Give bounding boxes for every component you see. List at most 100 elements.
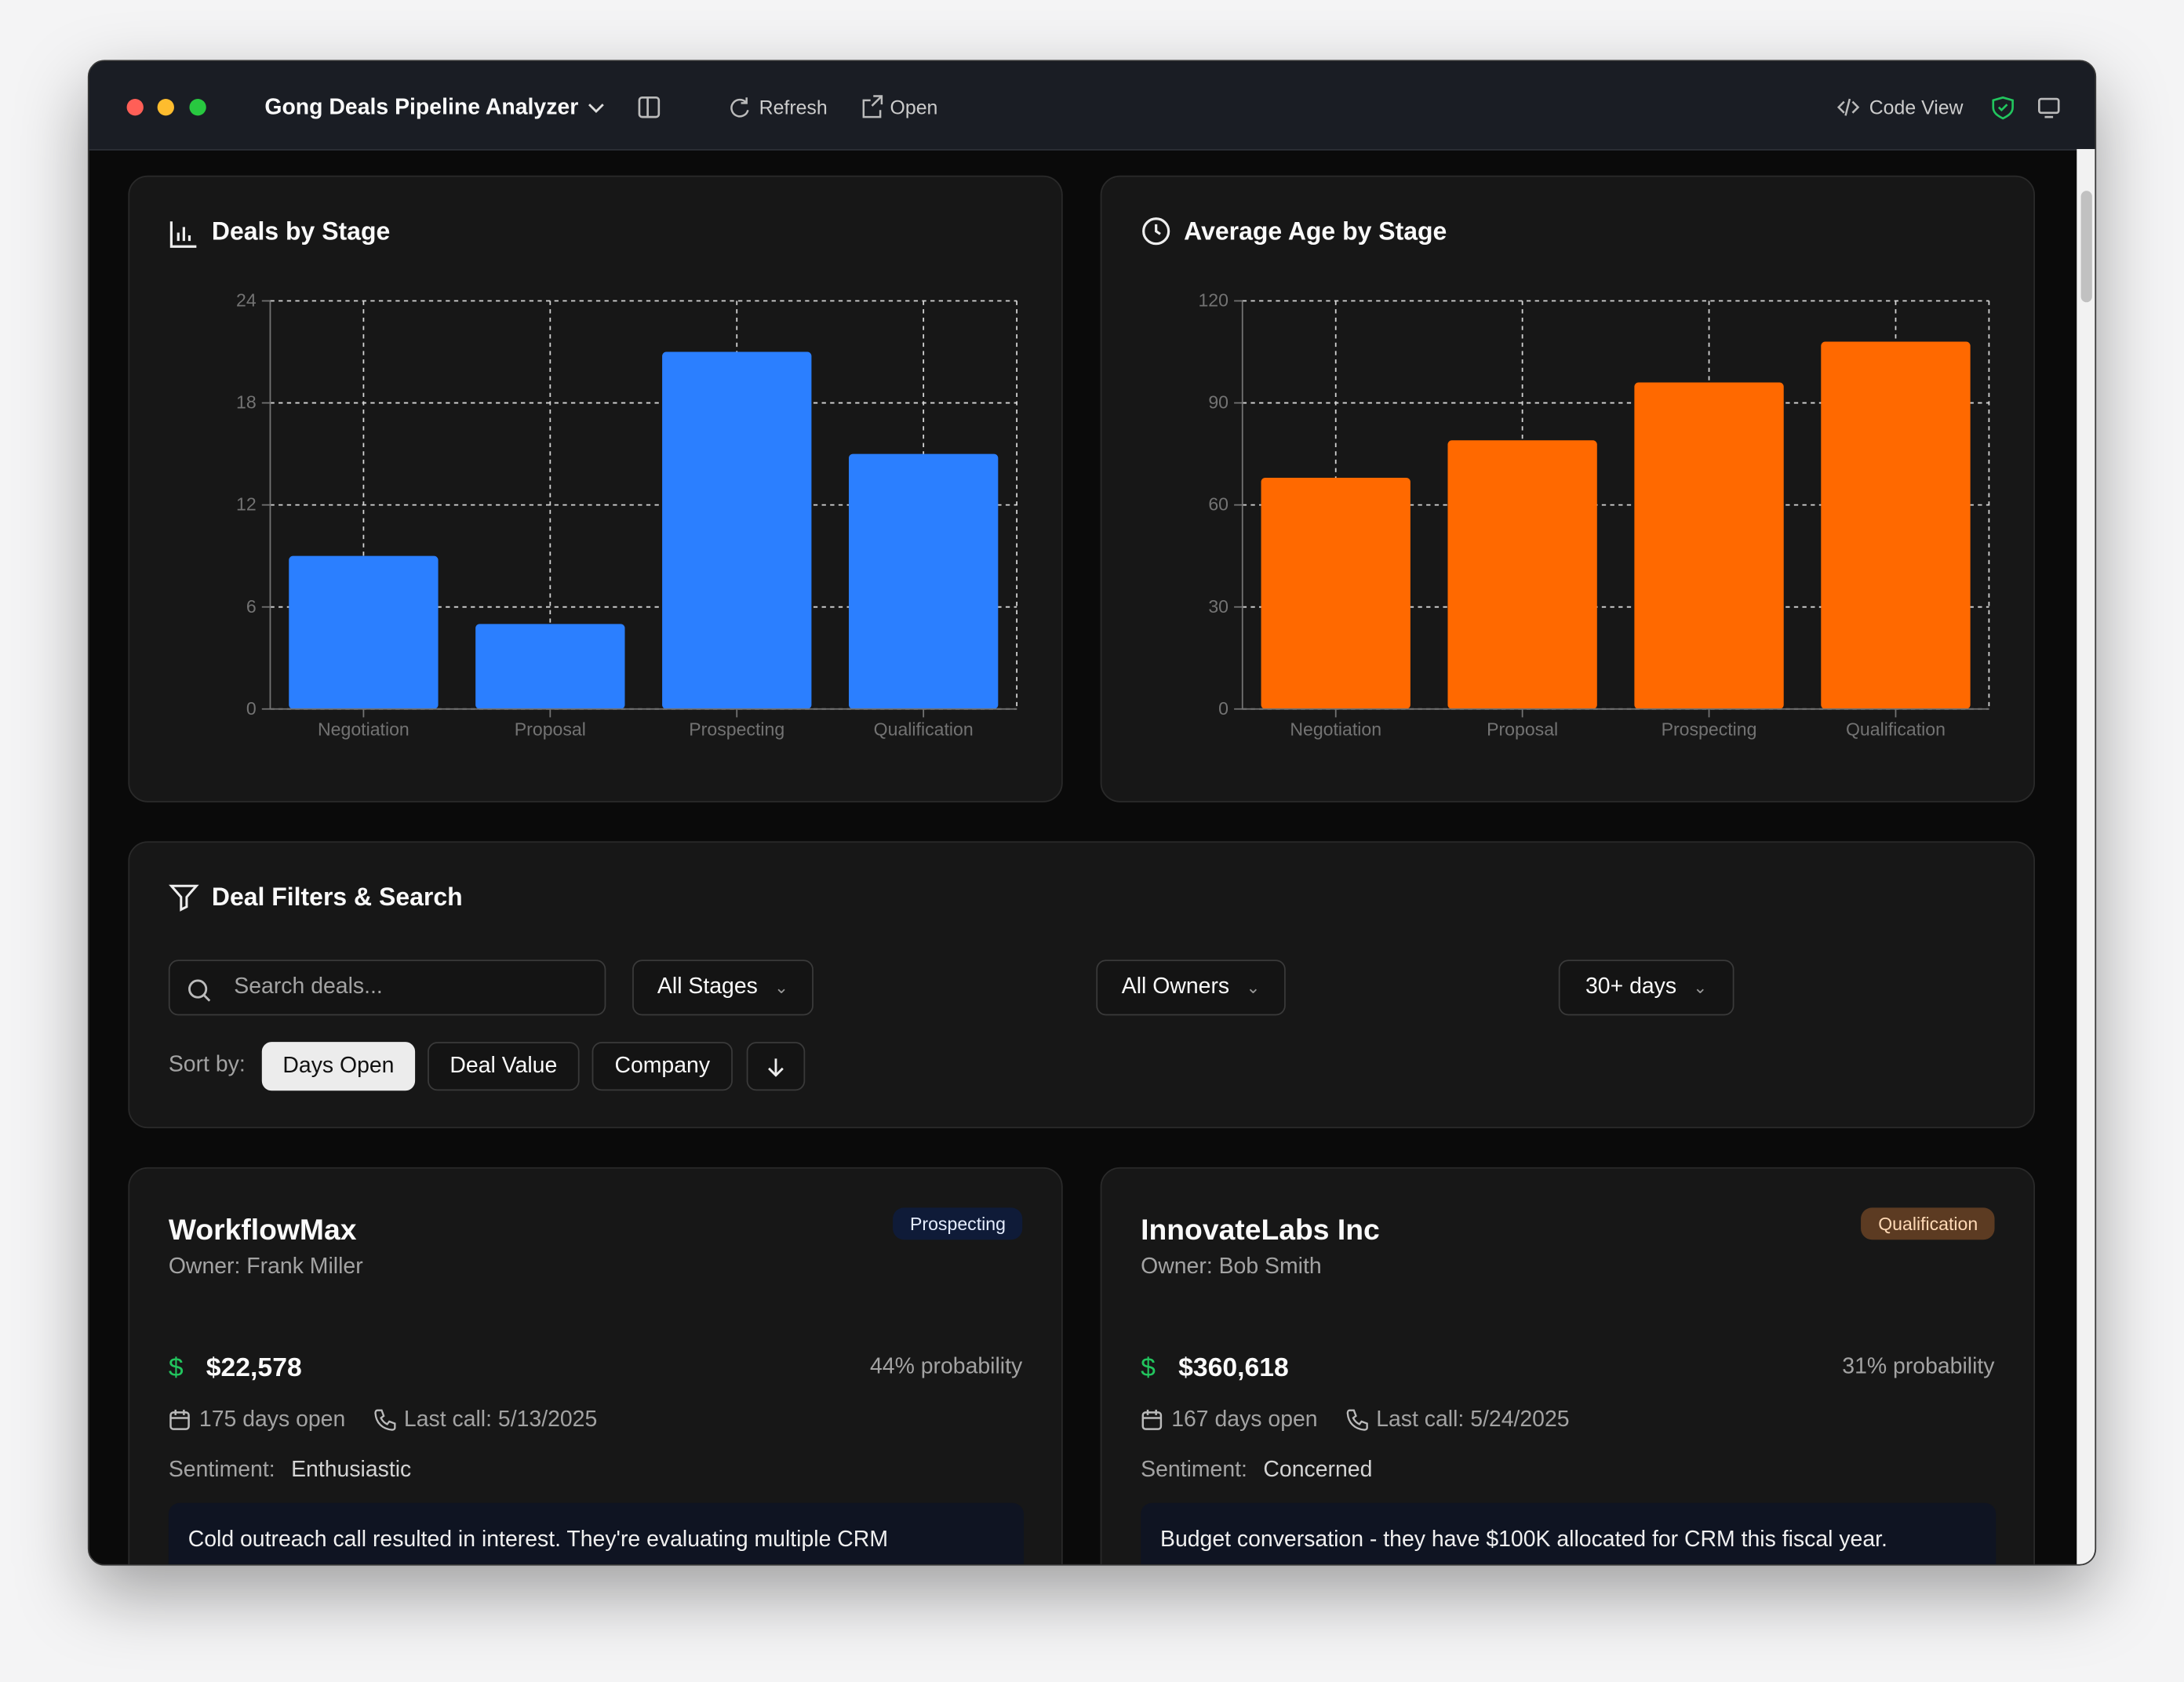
y-tick-label: 0 — [1218, 698, 1228, 719]
bar — [1261, 477, 1410, 709]
x-tick-label: Prospecting — [689, 719, 784, 739]
search-input[interactable]: Search deals... — [168, 959, 606, 1016]
sort-button[interactable]: Deal Value — [428, 1042, 580, 1091]
chart: 0 30 60 90 120 Negotiation Proposal Prospecting… — [1198, 290, 1990, 739]
bar — [662, 351, 812, 709]
zoom-button[interactable] — [189, 99, 206, 116]
y-tick-label: 6 — [246, 596, 257, 617]
stage-select-label: All Stages — [657, 974, 758, 999]
x-tick-label: Negotiation — [1290, 719, 1381, 739]
age-select[interactable]: 30+ days ⌄ — [1558, 959, 1734, 1016]
note-box: Cold outreach call resulted in interest.… — [168, 1502, 1024, 1564]
refresh-button[interactable]: Refresh — [759, 96, 828, 118]
shield-icon[interactable] — [1992, 96, 2014, 120]
deal-owner: Owner: Bob Smith — [1141, 1254, 1322, 1279]
days-open: 175 days open — [198, 1408, 346, 1433]
deal-note: Budget conversation - they have $100K al… — [1159, 1527, 1887, 1552]
chart-title: Deals by Stage — [211, 217, 391, 246]
open-icon — [862, 95, 883, 118]
sidebar-icon[interactable] — [638, 96, 661, 118]
bar — [1634, 382, 1784, 709]
chart-title: Average Age by Stage — [1184, 217, 1447, 246]
phone-icon — [374, 1409, 396, 1431]
x-tick-label: Proposal — [515, 719, 586, 739]
calendar-icon — [169, 1409, 190, 1430]
refresh-icon — [730, 97, 749, 118]
age-select-label: 30+ days — [1585, 974, 1677, 999]
sort-label: Sort by: — [168, 1053, 246, 1077]
chart: 0 6 12 18 24 Negotiation Proposal Prospecting Qu… — [236, 290, 1018, 739]
search-icon — [188, 979, 211, 1002]
dollar-icon: $ — [168, 1353, 184, 1384]
sentiment-label: Sentiment: — [1141, 1458, 1247, 1483]
open-button[interactable]: Open — [890, 96, 938, 118]
owner-select[interactable]: All Owners ⌄ — [1096, 959, 1286, 1016]
title-bar-icons — [126, 95, 2060, 120]
stage-badge: Prospecting — [893, 1207, 1023, 1240]
stage-select[interactable]: All Stages ⌄ — [632, 959, 814, 1016]
chevron-icon — [588, 104, 604, 114]
scrollbar-thumb[interactable] — [2080, 191, 2092, 303]
y-tick-label: 30 — [1208, 596, 1228, 617]
filter-icon — [169, 884, 199, 912]
deal-name: InnovateLabs Inc — [1141, 1214, 1380, 1247]
deal-note: Cold outreach call resulted in interest.… — [187, 1527, 888, 1552]
sort-button[interactable]: Days Open — [261, 1042, 416, 1091]
x-tick-label: Proposal — [1487, 719, 1558, 739]
deal-card[interactable]: WorkflowMax Prospecting Owner: Frank Mil… — [128, 1167, 1063, 1564]
phone-icon — [1346, 1409, 1368, 1431]
deal-probability: 44% probability — [869, 1355, 1023, 1379]
x-tick-label: Negotiation — [318, 719, 410, 739]
deal-card[interactable]: InnovateLabs Inc Qualification Owner: Bo… — [1100, 1167, 2036, 1564]
calendar-icon — [1141, 1409, 1163, 1430]
sentiment: Concerned — [1263, 1458, 1373, 1483]
x-tick-label: Qualification — [874, 719, 974, 739]
sentiment: Enthusiastic — [291, 1458, 412, 1483]
search-placeholder: Search deals... — [234, 974, 383, 999]
bar — [1447, 440, 1597, 709]
bar-chart-icon — [169, 221, 197, 248]
close-button[interactable] — [126, 99, 144, 116]
monitor-icon[interactable] — [2038, 97, 2060, 115]
sort-button[interactable]: Company — [592, 1042, 733, 1091]
y-tick-label: 12 — [236, 494, 257, 515]
x-tick-label: Qualification — [1846, 719, 1946, 739]
filters-card: Deal Filters & Search Search deals... Al… — [128, 841, 2036, 1129]
last-call: Last call: 5/24/2025 — [1376, 1408, 1570, 1433]
y-tick-label: 120 — [1198, 290, 1228, 311]
days-open: 167 days open — [1171, 1408, 1318, 1433]
minimize-button[interactable] — [157, 99, 174, 116]
y-tick-label: 18 — [236, 392, 257, 413]
bar — [1821, 341, 1971, 709]
app-window: Gong Deals Pipeline Analyzer Refresh Ope… — [87, 60, 2097, 1566]
x-tick-label: Prospecting — [1662, 719, 1757, 739]
title-bar: Gong Deals Pipeline Analyzer Refresh Ope… — [89, 61, 2095, 151]
deal-name: WorkflowMax — [168, 1214, 357, 1247]
note-box: Budget conversation - they have $100K al… — [1141, 1502, 1997, 1564]
y-tick-label: 24 — [236, 290, 257, 311]
y-tick-label: 0 — [246, 698, 257, 719]
y-tick-label: 60 — [1208, 494, 1228, 515]
deal-value: $22,578 — [206, 1353, 302, 1384]
deal-value: $360,618 — [1178, 1353, 1289, 1384]
deal-owner: Owner: Frank Miller — [168, 1254, 363, 1279]
y-tick-label: 90 — [1208, 392, 1228, 413]
app-title[interactable]: Gong Deals Pipeline Analyzer — [264, 96, 579, 120]
bar — [289, 555, 439, 709]
stage-badge: Qualification — [1861, 1207, 1995, 1240]
filters-title: Deal Filters & Search — [211, 883, 463, 912]
clock-icon — [1142, 217, 1170, 246]
code-view-button[interactable]: Code View — [1869, 96, 1964, 118]
chart-card: Deals by Stage 0 6 12 18 24 Negotiation Propos… — [128, 175, 1063, 803]
chart-card: Average Age by Stage 0 30 60 90 120 Negotiati… — [1100, 175, 2036, 803]
deal-probability: 31% probability — [1842, 1355, 1995, 1379]
code-icon — [1836, 98, 1860, 116]
scrollbar-track — [2077, 148, 2095, 1564]
dollar-icon: $ — [1141, 1353, 1156, 1384]
sort-direction-button[interactable] — [746, 1042, 806, 1091]
sentiment-label: Sentiment: — [168, 1458, 275, 1483]
bar — [848, 453, 999, 709]
owner-select-label: All Owners — [1121, 974, 1230, 999]
